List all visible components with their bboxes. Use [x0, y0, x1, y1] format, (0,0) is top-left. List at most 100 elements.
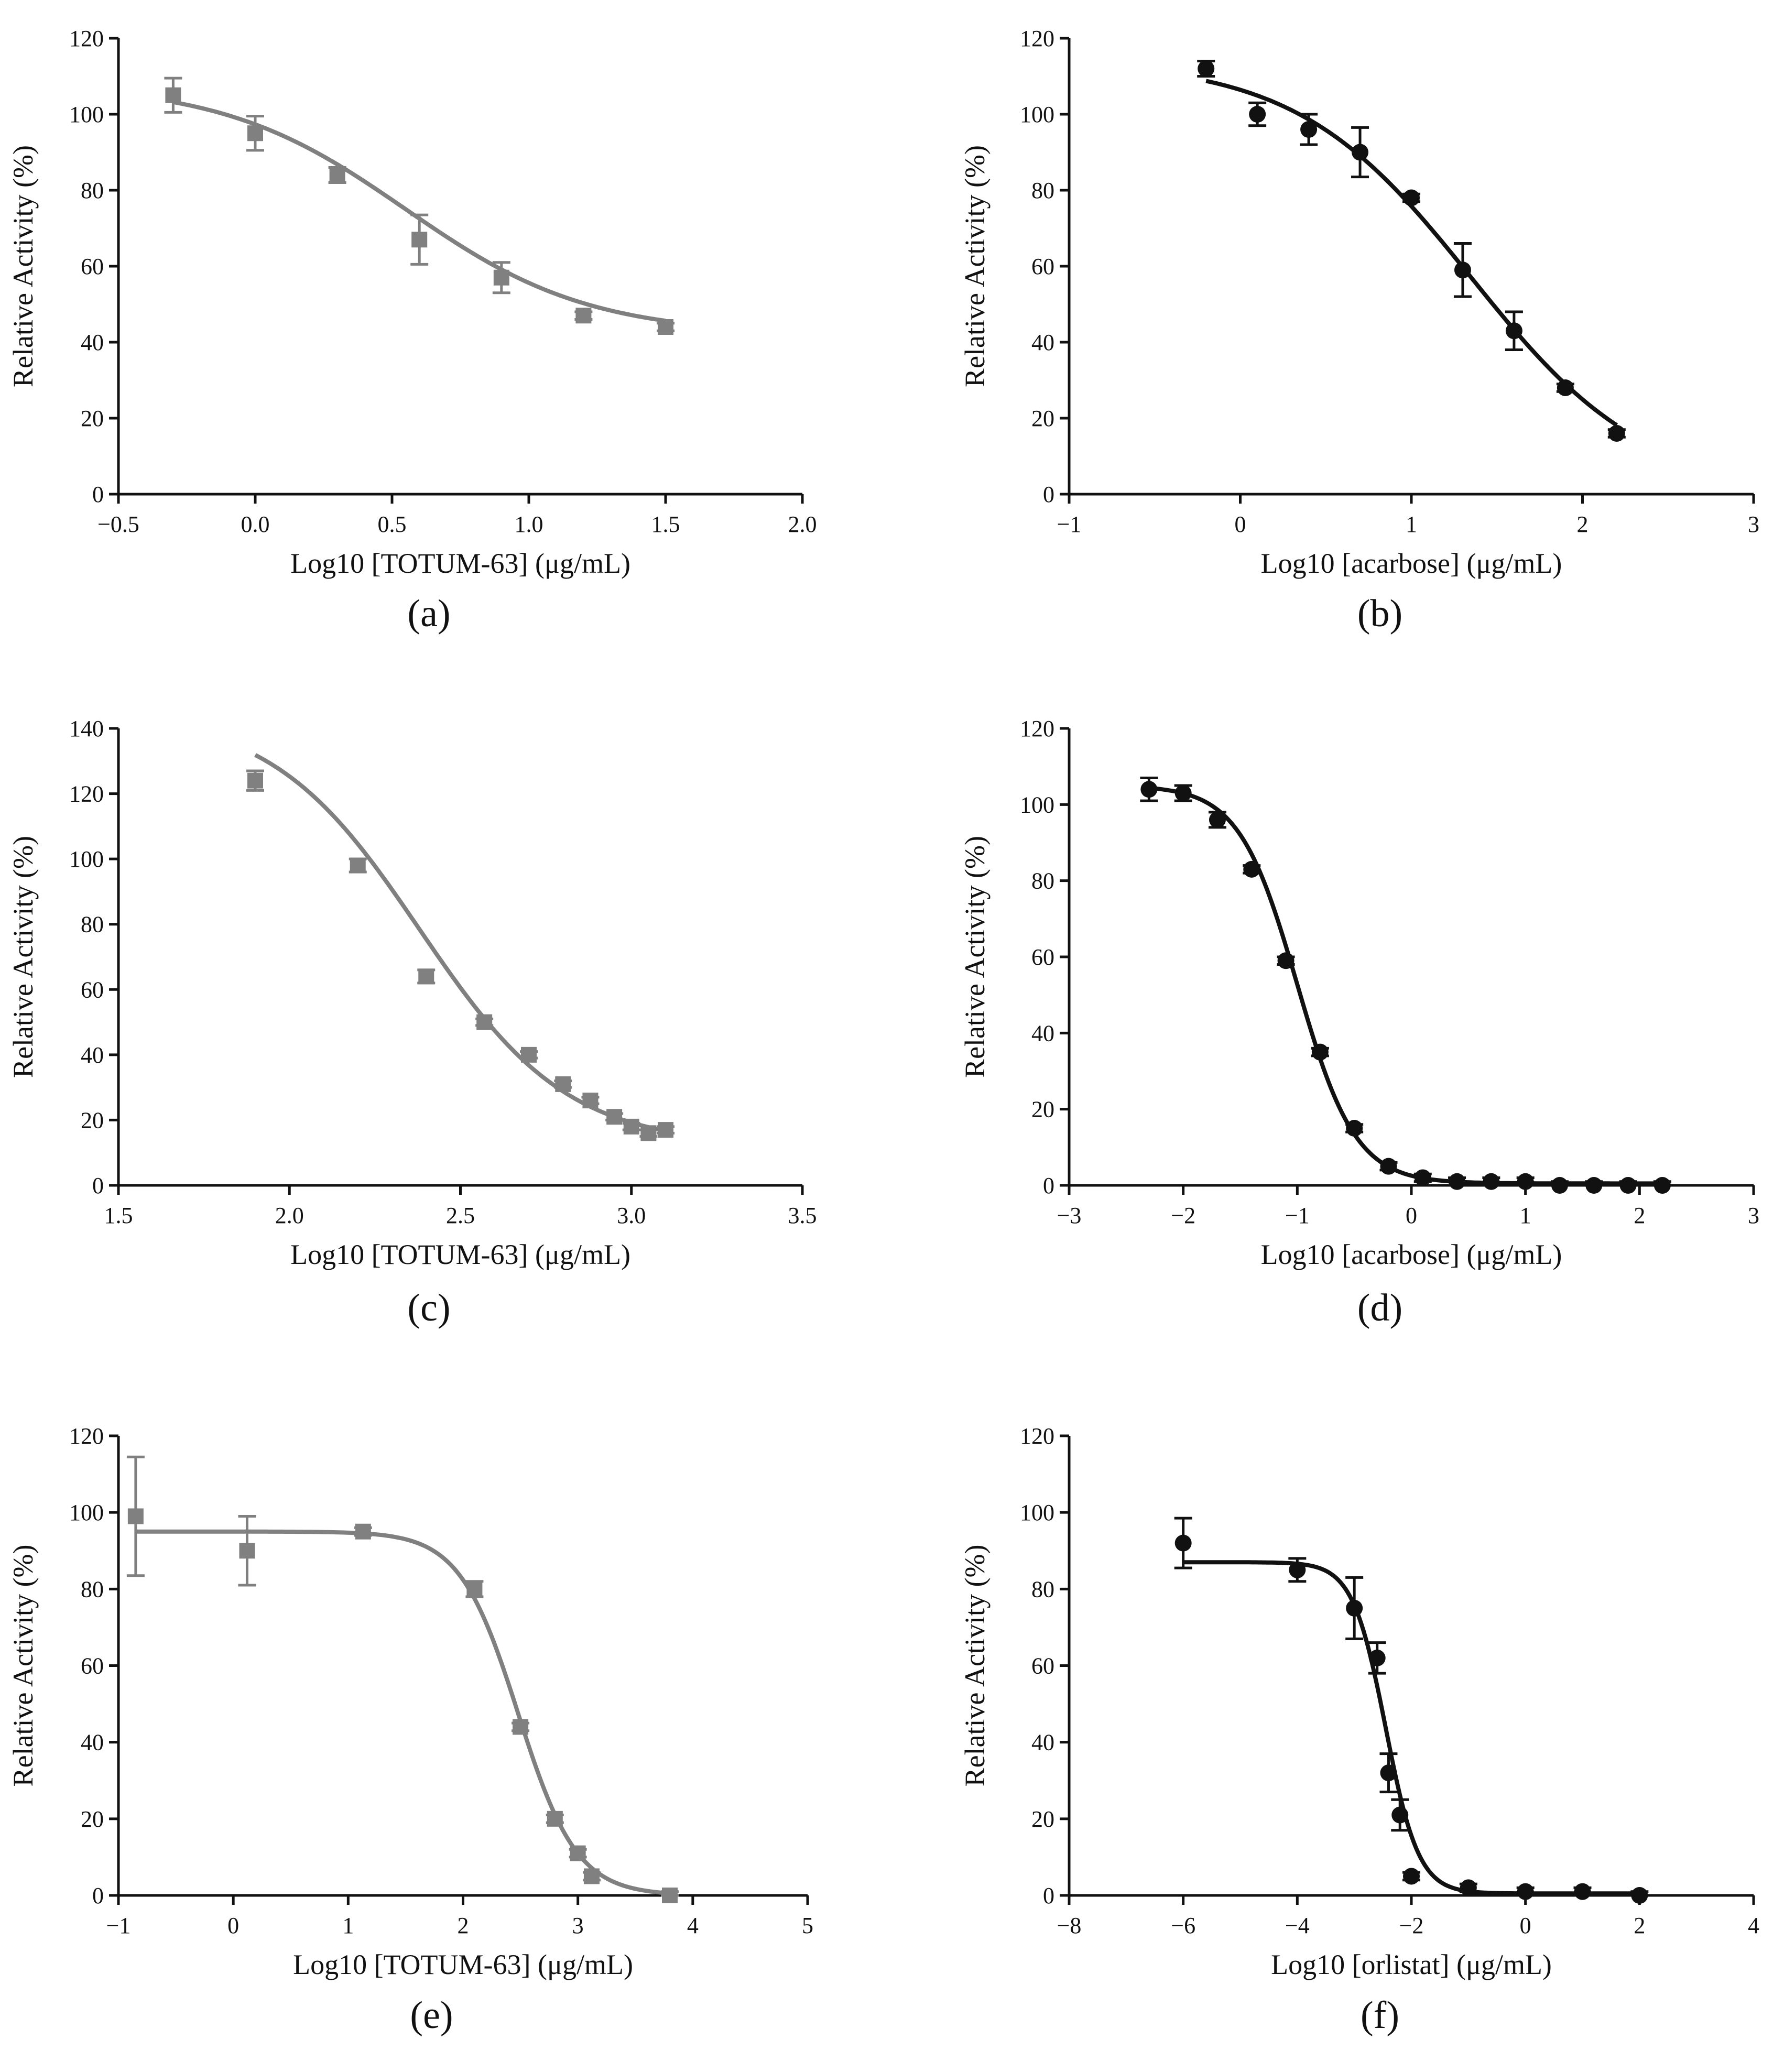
data-point — [1631, 1887, 1648, 1904]
data-point — [662, 1888, 678, 1903]
data-point — [1174, 1534, 1192, 1552]
y-tick-label: 0 — [92, 482, 104, 507]
y-tick-label: 120 — [1020, 716, 1054, 741]
y-tick-label: 100 — [1020, 1500, 1054, 1525]
x-tick-label: −1 — [1285, 1203, 1310, 1228]
data-point — [350, 857, 366, 874]
y-tick-label: 80 — [1031, 178, 1054, 203]
x-axis-label: Log10 [acarbose] (μg/mL) — [1261, 548, 1562, 579]
y-tick-label: 80 — [81, 1576, 104, 1602]
x-tick-label: 3 — [1748, 511, 1759, 537]
data-point — [521, 1046, 537, 1063]
data-point — [1311, 1043, 1329, 1061]
data-point — [1174, 784, 1192, 802]
y-axis-label: Relative Activity (%) — [959, 836, 991, 1078]
data-point — [1368, 1649, 1386, 1666]
data-point — [1574, 1883, 1591, 1900]
x-tick-label: −2 — [1399, 1913, 1424, 1938]
x-tick-label: −8 — [1057, 1913, 1082, 1938]
data-point — [1403, 189, 1420, 206]
panel-label: (e) — [410, 1994, 453, 2037]
y-tick-label: 0 — [92, 1173, 104, 1198]
y-tick-label: 20 — [1031, 1806, 1054, 1832]
y-axis-label: Relative Activity (%) — [959, 145, 991, 387]
y-tick-label: 40 — [81, 330, 104, 355]
data-point — [1505, 322, 1522, 340]
x-tick-label: 0 — [227, 1913, 239, 1938]
x-tick-label: 0.5 — [378, 511, 407, 537]
data-point — [1140, 781, 1158, 798]
x-tick-label: 0 — [1235, 511, 1246, 537]
x-tick-label: −3 — [1057, 1203, 1082, 1228]
data-point — [1289, 1561, 1306, 1578]
x-axis-label: Log10 [TOTUM-63] (μg/mL) — [293, 1949, 633, 1980]
x-tick-label: 2.5 — [446, 1203, 475, 1228]
y-tick-label: 100 — [69, 102, 104, 127]
x-tick-label: 1.5 — [104, 1203, 133, 1228]
data-point — [1449, 1173, 1466, 1190]
y-tick-label: 20 — [81, 1806, 104, 1832]
data-point — [1557, 379, 1574, 396]
data-point — [1277, 952, 1295, 969]
y-tick-label: 80 — [81, 912, 104, 937]
x-tick-label: 1 — [1406, 511, 1417, 537]
y-axis-label: Relative Activity (%) — [7, 145, 39, 387]
data-point — [418, 968, 434, 985]
data-point — [493, 269, 509, 286]
y-tick-label: 80 — [1031, 1576, 1054, 1602]
x-tick-label: 0.0 — [241, 511, 270, 537]
x-axis-label: Log10 [acarbose] (μg/mL) — [1261, 1239, 1562, 1270]
data-point — [606, 1109, 623, 1125]
y-tick-label: 20 — [81, 1107, 104, 1133]
x-tick-label: 4 — [1748, 1913, 1759, 1938]
panel-label: (c) — [407, 1286, 450, 1329]
chart-panel-d: 0 20 40 60 80 100 120 −3 −2 −1 0 1 2 3 Log10 [acarbose… — [959, 716, 1759, 1329]
y-tick-label: 40 — [1031, 330, 1054, 355]
x-tick-label: −0.5 — [97, 511, 139, 537]
y-tick-label: 40 — [81, 1730, 104, 1755]
x-axis-label: Log10 [orlistat] (μg/mL) — [1271, 1949, 1552, 1980]
x-tick-label: 2 — [1634, 1913, 1645, 1938]
y-tick-label: 60 — [1031, 254, 1054, 279]
x-tick-label: 0 — [1406, 1203, 1417, 1228]
panel-label: (a) — [407, 592, 450, 635]
x-tick-label: −4 — [1285, 1913, 1310, 1938]
x-axis-label: Log10 [TOTUM-63] (μg/mL) — [290, 1239, 630, 1270]
y-tick-label: 120 — [69, 26, 104, 51]
x-tick-label: 3.0 — [617, 1203, 646, 1228]
data-point — [640, 1125, 657, 1141]
chart-panel-c: 0 20 40 60 80 100 120 140 1.5 2.0 2.5 3.0 3.5 Log10 [… — [7, 716, 817, 1329]
y-tick-label: 100 — [69, 846, 104, 872]
x-tick-label: 3.5 — [788, 1203, 817, 1228]
x-tick-label: 3 — [572, 1913, 584, 1938]
x-tick-label: 2 — [1634, 1203, 1645, 1228]
y-tick-label: 100 — [1020, 102, 1054, 127]
y-tick-label: 120 — [1020, 26, 1054, 51]
data-point — [1585, 1177, 1603, 1194]
data-point — [1654, 1177, 1671, 1194]
data-point — [555, 1076, 571, 1092]
data-point — [1380, 1158, 1397, 1175]
data-point — [1346, 1599, 1363, 1617]
data-point — [1483, 1173, 1500, 1190]
x-tick-label: −2 — [1171, 1203, 1195, 1228]
data-point — [355, 1523, 371, 1540]
data-point — [1454, 261, 1471, 279]
panel-label: (b) — [1357, 592, 1402, 635]
data-point — [1391, 1806, 1409, 1824]
y-tick-label: 40 — [1031, 1730, 1054, 1755]
y-tick-label: 140 — [69, 716, 104, 741]
data-point — [239, 1543, 255, 1559]
x-axis-label: Log10 [TOTUM-63] (μg/mL) — [290, 548, 630, 579]
fit-curve — [254, 753, 666, 1133]
data-point — [1551, 1177, 1568, 1194]
data-point — [165, 87, 181, 103]
x-tick-label: 2 — [1577, 511, 1589, 537]
x-tick-label: −1 — [1057, 511, 1082, 537]
y-tick-label: 120 — [1020, 1423, 1054, 1449]
x-tick-label: −1 — [106, 1913, 131, 1938]
data-point — [1414, 1169, 1431, 1186]
